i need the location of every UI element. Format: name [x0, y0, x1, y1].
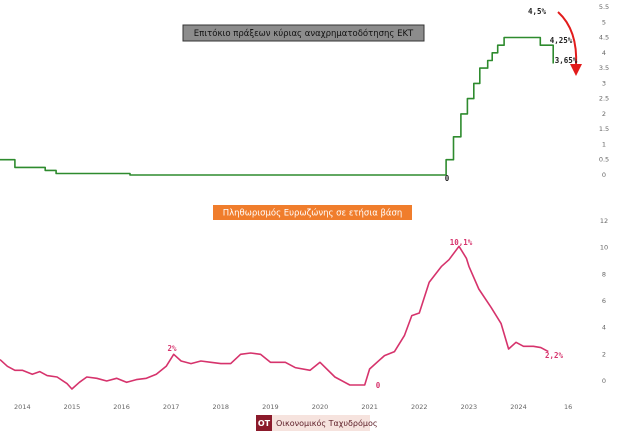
annotation: 0 — [376, 381, 381, 390]
line — [0, 36, 554, 176]
y-tick-label: 2 — [602, 350, 606, 358]
annotation: 2% — [167, 344, 177, 353]
y-tick-label: 1 — [602, 140, 606, 148]
annotation: 4,5% — [528, 7, 547, 16]
y-tick-label: 2.5 — [599, 95, 609, 103]
y-tick-label: 3 — [602, 79, 606, 87]
annotation: 2,2% — [545, 351, 564, 360]
annotation: 10,1% — [450, 238, 473, 247]
y-tick-label: 4.5 — [599, 34, 609, 42]
source-box — [272, 415, 370, 431]
x-tick-label: 2023 — [461, 403, 478, 411]
x-tick-label: 2016 — [113, 403, 130, 411]
logo: OT — [258, 419, 271, 428]
y-tick-label: 2 — [602, 110, 606, 118]
line — [0, 245, 549, 390]
y-tick-label: 5 — [602, 18, 606, 26]
y-tick-label: 8 — [602, 270, 606, 278]
annotation: 3,65% — [555, 56, 578, 65]
annotation: 4,25% — [550, 36, 573, 45]
x-tick-label: 2020 — [312, 403, 329, 411]
source: Οικονομικός Ταχυδρόμος — [276, 418, 378, 428]
y-tick-label: 0 — [602, 377, 606, 385]
x-tick-label: 2014 — [14, 403, 31, 411]
y-tick-label: 0 — [602, 171, 606, 179]
x-tick-label: 16 — [564, 403, 572, 411]
x-tick-label: 2019 — [262, 403, 279, 411]
x-tick-label: 2015 — [64, 403, 81, 411]
y-tick-label: 4 — [602, 49, 606, 57]
arrow — [557, 11, 578, 67]
chart-title: Επιτόκιο πράξεων κύριας αναχρηματοδότηση… — [194, 28, 414, 39]
title-box — [182, 24, 425, 42]
y-tick-label: 5.5 — [599, 3, 609, 11]
x-tick-label: 2022 — [411, 403, 428, 411]
x-tick-label: 2018 — [213, 403, 230, 411]
arrow-head — [570, 64, 582, 76]
logo-box — [256, 415, 272, 431]
y-tick-label: 0.5 — [599, 156, 609, 164]
y-tick-label: 1.5 — [599, 125, 609, 133]
chart-title: Πληθωρισμός Ευρωζώνης σε ετήσια βάση — [223, 208, 403, 219]
y-tick-label: 10 — [600, 244, 608, 252]
x-tick-label: 2024 — [510, 403, 527, 411]
y-tick-label: 12 — [600, 217, 608, 225]
x-tick-label: 2021 — [361, 403, 378, 411]
x-tick-label: 2017 — [163, 403, 180, 411]
y-tick-label: 6 — [602, 297, 606, 305]
y-tick-label: 4 — [602, 324, 606, 332]
annotation: 0 — [445, 174, 450, 183]
title-box — [213, 205, 412, 220]
y-tick-label: 3.5 — [599, 64, 609, 72]
